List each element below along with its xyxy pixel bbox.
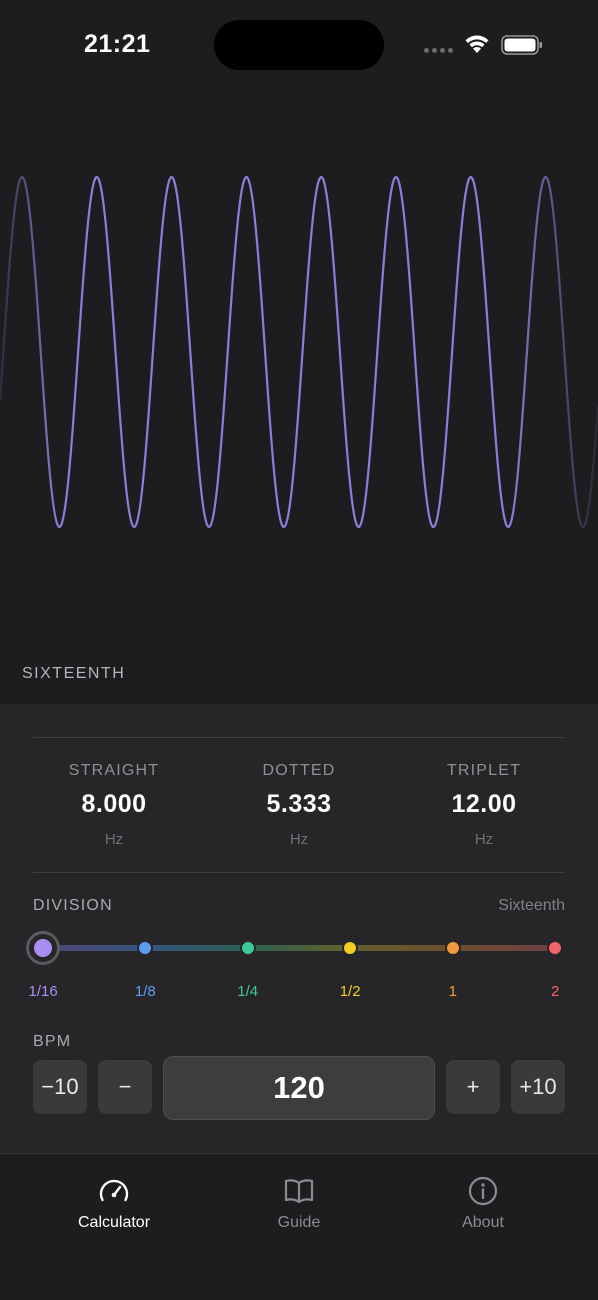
- bpm-plus-one-button[interactable]: +: [446, 1060, 500, 1114]
- rate-unit: Hz: [474, 831, 494, 848]
- division-stop-4[interactable]: [342, 940, 359, 956]
- division-selected-name: Sixteenth: [498, 897, 565, 914]
- status-time: 21:21: [84, 30, 151, 58]
- division-label: DIVISION: [33, 897, 113, 914]
- rate-value: 8.000: [81, 790, 147, 818]
- bpm-minus-one-button[interactable]: −: [98, 1060, 152, 1114]
- division-slider-track[interactable]: [43, 945, 555, 951]
- tab-about[interactable]: About: [403, 1176, 563, 1232]
- bpm-label: BPM: [33, 1033, 72, 1050]
- rate-value: 5.333: [266, 790, 332, 818]
- division-stop-label: 2: [551, 983, 560, 1000]
- rate-label: STRAIGHT: [68, 762, 160, 779]
- rate-dotted: DOTTED 5.333 Hz: [229, 762, 369, 848]
- tab-label: Calculator: [77, 1214, 151, 1231]
- rate-label: DOTTED: [262, 762, 336, 779]
- bpm-plus-ten-button[interactable]: +10: [511, 1060, 565, 1114]
- waveform-graph: [0, 175, 598, 529]
- waveform-division-caption: SIXTEENTH: [22, 665, 126, 682]
- waveform-line: [0, 175, 598, 529]
- rate-straight: STRAIGHT 8.000 Hz: [44, 762, 184, 848]
- dynamic-island: [214, 20, 384, 70]
- division-stop-6[interactable]: [547, 940, 563, 956]
- tab-bar: Calculator Guide About: [0, 1153, 598, 1300]
- bpm-controls: −10 − 120 + +10: [33, 1056, 565, 1120]
- divider-top: [33, 737, 565, 738]
- division-stop-label: 1/4: [237, 983, 259, 1000]
- division-stop-label: 1: [448, 983, 457, 1000]
- tab-calculator[interactable]: Calculator: [34, 1176, 194, 1232]
- rate-label: TRIPLET: [446, 762, 522, 779]
- divider-middle: [33, 872, 565, 873]
- division-stop-1[interactable]: [26, 931, 60, 965]
- waveform-display: SIXTEENTH: [0, 90, 598, 704]
- tab-guide[interactable]: Guide: [219, 1176, 379, 1232]
- tab-label: Guide: [277, 1214, 321, 1231]
- division-stop-label: 1/8: [134, 983, 156, 1000]
- division-stop-label: 1/2: [339, 983, 361, 1000]
- wifi-icon: [465, 35, 489, 53]
- bpm-value-field[interactable]: 120: [163, 1056, 435, 1120]
- rate-unit: Hz: [104, 831, 124, 848]
- info-icon: [468, 1176, 498, 1206]
- division-slider[interactable]: [26, 928, 565, 968]
- status-bar: 21:21: [0, 0, 598, 90]
- cellular-signal-icon: [424, 48, 454, 54]
- division-stop-label: 1/16: [28, 983, 58, 1000]
- battery-icon: [501, 35, 542, 55]
- rate-value: 12.00: [451, 790, 517, 818]
- tab-label: About: [462, 1214, 504, 1231]
- division-stop-5[interactable]: [444, 940, 461, 956]
- division-stop-3[interactable]: [239, 940, 256, 956]
- speedometer-icon: [99, 1179, 129, 1202]
- controls-panel: STRAIGHT 8.000 Hz DOTTED 5.333 Hz TRIPLE…: [0, 704, 598, 1154]
- bpm-minus-ten-button[interactable]: −10: [33, 1060, 87, 1114]
- division-thumb[interactable]: [34, 939, 52, 957]
- book-icon: [284, 1179, 314, 1204]
- rate-unit: Hz: [289, 831, 309, 848]
- rate-triplet: TRIPLET 12.00 Hz: [414, 762, 554, 848]
- division-stop-2[interactable]: [137, 940, 154, 956]
